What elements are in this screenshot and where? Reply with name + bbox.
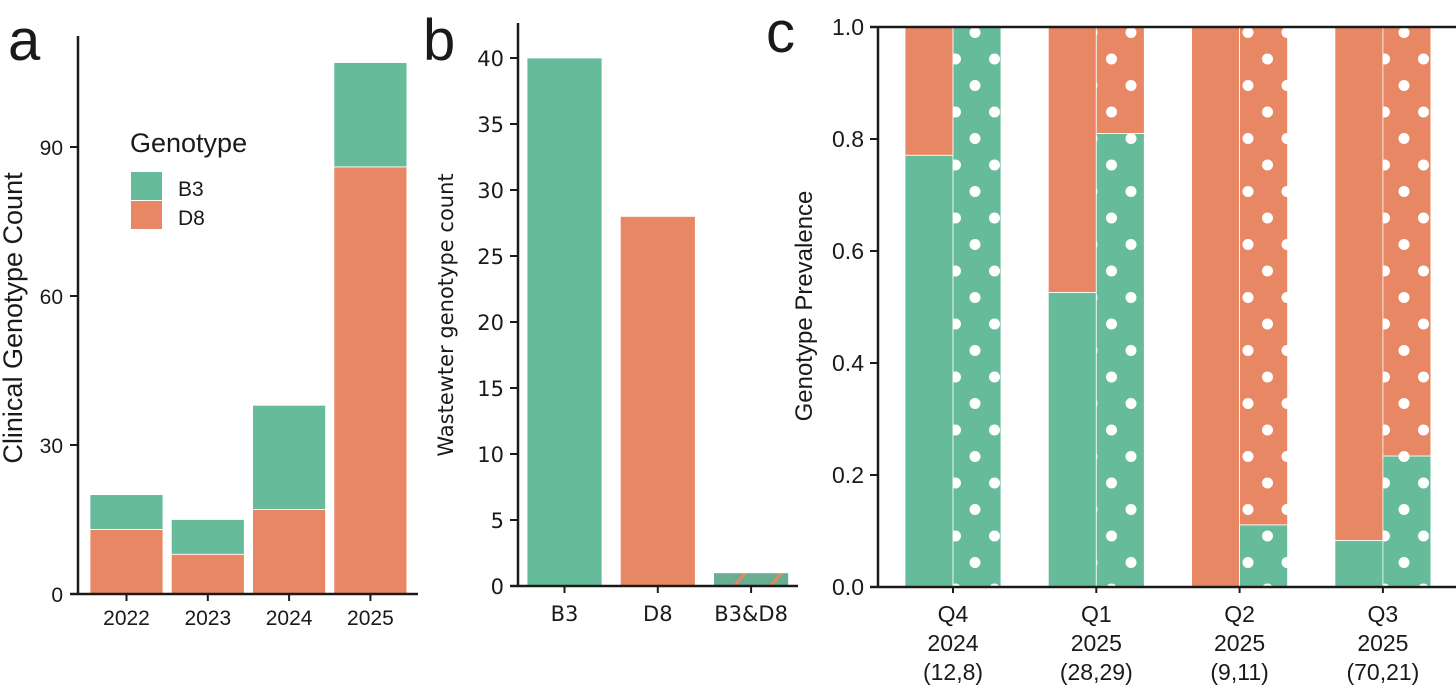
bar-2024-d8: [252, 509, 327, 595]
x-tick-label-q4-2024-quarter: Q4: [938, 601, 969, 627]
bar-q3-2025-wastewater-d8: [1382, 26, 1432, 457]
x-tick-label-2023: 2023: [184, 607, 231, 630]
x-tick-label-q3-2025-counts: (70,21): [1346, 659, 1419, 685]
bar-q3-2025-wastewater-b3: [1382, 455, 1432, 588]
bar-2024-b3: [252, 404, 327, 510]
legend-label-b3: B3: [178, 178, 204, 201]
x-tick-label-b3: B3: [551, 602, 579, 626]
panel-b-y-axis-label: Wastewter genotype count: [434, 173, 458, 456]
y-tick-label-10: 10: [477, 443, 504, 467]
panel-a-y-axis-label: Clinical Genotype Count: [0, 172, 28, 464]
bar-q1-2025-clinical-d8: [1047, 26, 1097, 293]
panel-a-bars: [89, 62, 408, 595]
panel-c-axes: Q4 2024 (12,8) Q1 2025 (28,29) Q2 2025 (9,11) Q3 2…: [832, 14, 1456, 685]
bar-2023-b3: [170, 519, 245, 555]
y-tick-label-0-4: 0.4: [832, 350, 864, 376]
x-tick-label-q2-2025-quarter: Q2: [1224, 601, 1255, 627]
panel-a-axes: 2022 2023 2024 2025 0 30 60 90: [40, 36, 418, 630]
y-tick-label-20: 20: [477, 311, 504, 335]
panel-c: c Q42024(12,8)Q12025(28,29)Q22025(9,11)Q…: [766, 0, 1456, 685]
x-tick-label-2022: 2022: [103, 607, 150, 630]
x-tick-label-q1-2025-year: 2025: [1071, 630, 1122, 656]
bar-q3-2025-clinical-b3: [1334, 540, 1384, 588]
bar-q2-2025-wastewater-b3: [1239, 524, 1288, 588]
panel-a-legend: Genotype B3 D8: [130, 128, 247, 230]
x-tick-label-d8: D8: [643, 602, 673, 626]
panel-b-axes: B3 D8 B3&D8 0 5 10 15 20 25 30 35 40: [477, 23, 798, 626]
panel-c-bars: [904, 26, 1432, 588]
x-tick-label-q1-2025-counts: (28,29): [1060, 659, 1133, 685]
y-tick-label-1-0: 1.0: [832, 14, 864, 40]
bar-2025-b3: [333, 62, 408, 168]
bar-2022-b3: [89, 494, 164, 530]
bar-q3-2025-clinical-d8: [1334, 26, 1384, 541]
bar-b3-d8: [713, 572, 789, 587]
bar-2022-d8: [89, 529, 164, 595]
bar-2025-d8: [333, 166, 408, 595]
y-tick-label-0: 0: [491, 575, 504, 599]
bar-q1-2025-clinical-b3: [1047, 292, 1097, 588]
panel-b: b B3 D8 B3&D8 0 5 10 15 20 25 30 35 40 Wastewter ge…: [423, 8, 798, 626]
y-tick-label-60: 60: [40, 286, 63, 309]
bar-q4-2024-clinical-d8: [904, 26, 954, 156]
y-tick-label-15: 15: [477, 377, 504, 401]
y-tick-label-35: 35: [477, 113, 504, 137]
bar-q1-2025-wastewater-b3: [1095, 132, 1145, 588]
y-tick-label-5: 5: [491, 509, 504, 533]
x-tick-label-2024: 2024: [266, 607, 313, 630]
x-tick-label-q2-2025-year: 2025: [1214, 630, 1265, 656]
y-tick-label-0-2: 0.2: [832, 462, 864, 488]
bar-q1-2025-wastewater-d8: [1095, 26, 1145, 134]
x-tick-label-q3-2025-year: 2025: [1357, 630, 1408, 656]
x-tick-label-q1-2025-quarter: Q1: [1081, 601, 1112, 627]
bar-q4-2024-clinical-b3: [904, 154, 954, 588]
x-tick-label-b3-d8: B3&D8: [714, 602, 788, 626]
y-tick-label-0-6: 0.6: [832, 238, 864, 264]
panel-label-c: c: [766, 0, 795, 65]
y-tick-label-0-0: 0.0: [832, 574, 864, 600]
bar-q4-2024-wastewater-b3: [952, 26, 1002, 588]
x-tick-label-q4-2024-counts: (12,8): [923, 659, 983, 685]
x-tick-label-q2-2025-counts: (9,11): [1210, 659, 1268, 685]
panel-label-a: a: [8, 8, 41, 73]
bar-2023-d8: [170, 553, 245, 595]
y-tick-label-0: 0: [51, 584, 63, 607]
legend-swatch-b3: [131, 172, 162, 200]
panel-label-b: b: [423, 8, 455, 73]
x-tick-label-q4-2024-year: 2024: [927, 630, 978, 656]
bar-q2-2025-clinical-d8: [1191, 26, 1240, 588]
x-tick-label-q3-2025-quarter: Q3: [1368, 601, 1399, 627]
legend-label-d8: D8: [178, 207, 205, 230]
bar-q2-2025-wastewater-d8: [1239, 26, 1288, 526]
legend-swatch-d8: [131, 201, 162, 229]
y-tick-label-0-8: 0.8: [832, 126, 864, 152]
legend-title: Genotype: [130, 128, 247, 158]
panel-b-bars: [526, 57, 789, 587]
y-tick-label-25: 25: [477, 245, 504, 269]
x-tick-label-2025: 2025: [347, 607, 394, 630]
y-tick-label-30: 30: [477, 179, 504, 203]
y-tick-label-30: 30: [40, 435, 63, 458]
panel-a: a 2022 2023 2024 2025 0 30 60 90 Clinical Genot…: [0, 8, 418, 630]
bar-b3: [526, 57, 603, 587]
bar-d8: [619, 215, 696, 587]
y-tick-label-90: 90: [40, 137, 63, 160]
y-tick-label-40: 40: [477, 47, 504, 71]
panel-c-y-axis-label: Genotype Prevalence: [791, 191, 818, 422]
